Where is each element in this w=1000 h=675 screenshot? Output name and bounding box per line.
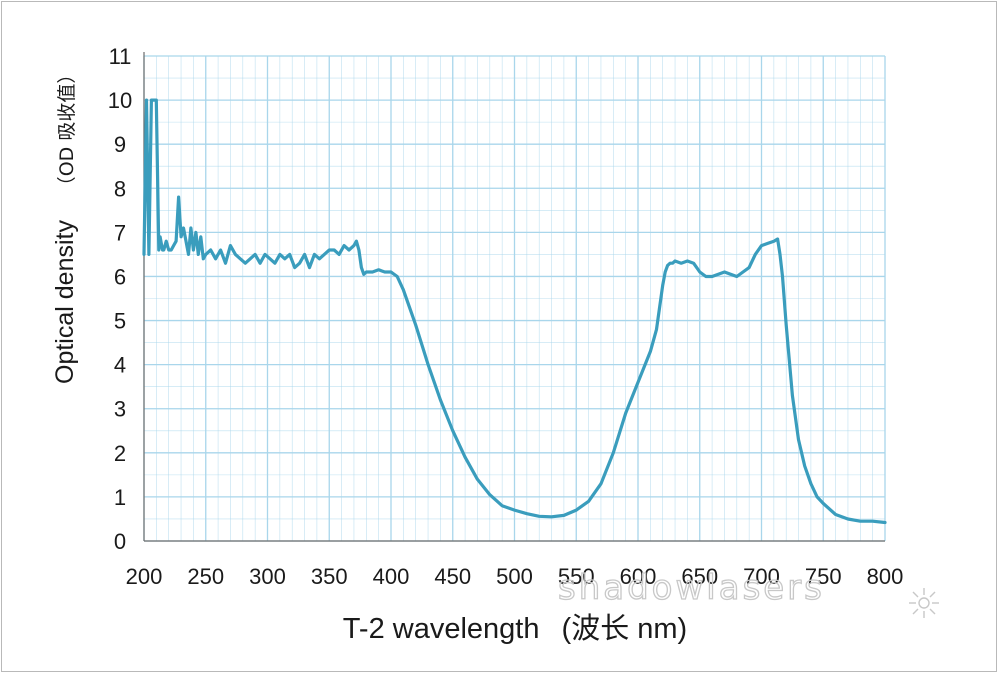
y-axis-label-suffix: （OD 吸收值） bbox=[56, 65, 78, 196]
sun-icon bbox=[909, 588, 939, 618]
x-axis-label: T-2 wavelength (波长 nm) bbox=[343, 612, 687, 645]
y-tick-label: 0 bbox=[114, 529, 126, 554]
x-tick-label: 550 bbox=[558, 564, 595, 589]
y-axis-label: Optical density bbox=[51, 220, 79, 384]
x-tick-label: 450 bbox=[434, 564, 471, 589]
y-tick-label: 7 bbox=[114, 220, 126, 245]
x-tick-label: 700 bbox=[743, 564, 780, 589]
x-tick-label: 300 bbox=[249, 564, 286, 589]
series-line bbox=[142, 98, 887, 525]
y-tick-label: 8 bbox=[114, 176, 126, 201]
x-tick-label: 350 bbox=[311, 564, 348, 589]
x-tick-label: 600 bbox=[620, 564, 657, 589]
x-tick-label: 800 bbox=[867, 564, 904, 589]
watermark: shadowlasers bbox=[557, 567, 939, 618]
y-tick-label: 11 bbox=[109, 44, 132, 69]
x-tick-label: 650 bbox=[681, 564, 718, 589]
x-axis-label-text: T-2 wavelength bbox=[343, 613, 540, 645]
y-tick-label: 6 bbox=[114, 264, 126, 289]
y-tick-label: 9 bbox=[114, 132, 126, 157]
x-tick-label: 750 bbox=[805, 564, 842, 589]
y-tick-label: 5 bbox=[114, 309, 126, 334]
x-tick-labels: 200 250 300 350 400 450 500 550 600 650 700 750 800 bbox=[126, 564, 904, 589]
x-axis-label-suffix: (波长 nm) bbox=[562, 612, 688, 645]
y-tick-label: 4 bbox=[114, 353, 126, 378]
y-tick-labels: 0 1 2 3 4 5 6 7 8 9 10 11 bbox=[108, 44, 132, 554]
y-tick-label: 1 bbox=[114, 485, 126, 510]
y-axis-label-text: Optical density bbox=[51, 220, 79, 384]
x-tick-label: 400 bbox=[373, 564, 410, 589]
series-layer bbox=[142, 98, 887, 525]
y-tick-label: 3 bbox=[114, 397, 126, 422]
x-tick-label: 250 bbox=[187, 564, 224, 589]
y-tick-label: 2 bbox=[114, 441, 126, 466]
x-tick-label: 500 bbox=[496, 564, 533, 589]
x-tick-label: 200 bbox=[126, 564, 163, 589]
y-tick-label: 10 bbox=[108, 88, 132, 113]
watermark-text: shadowlasers bbox=[558, 568, 825, 608]
axes bbox=[143, 52, 885, 542]
